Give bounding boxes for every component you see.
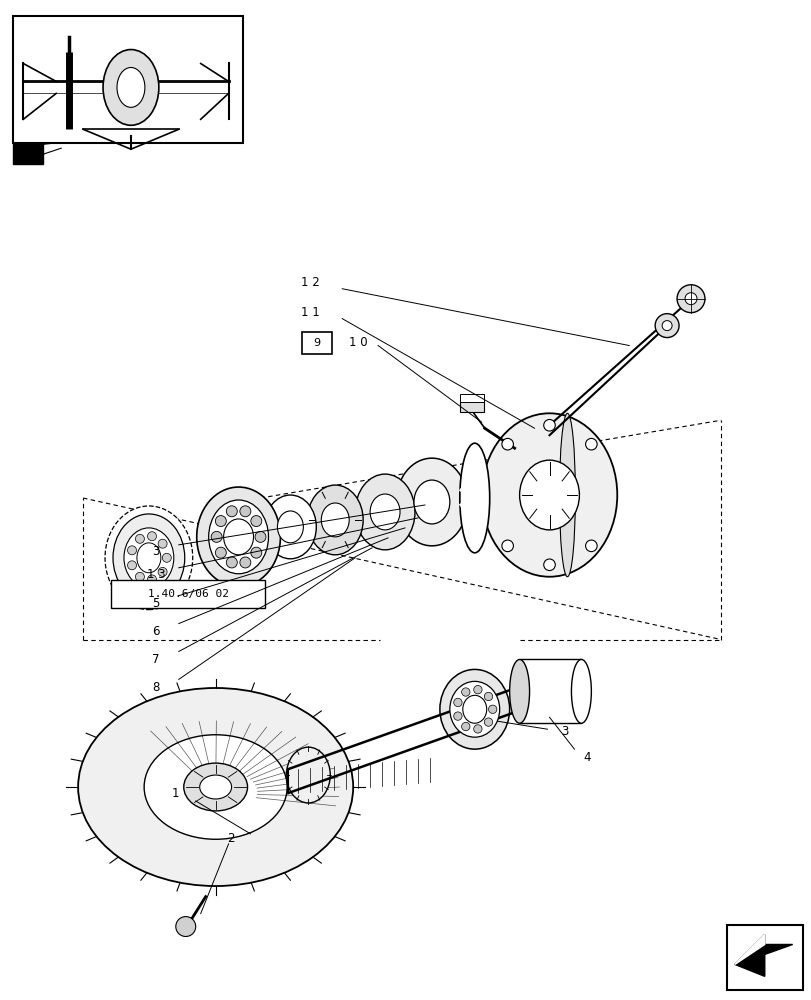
Circle shape [211,531,222,542]
Circle shape [135,534,144,543]
Ellipse shape [196,487,280,587]
Circle shape [473,685,482,694]
Circle shape [543,419,555,431]
Ellipse shape [137,543,161,573]
Polygon shape [734,935,792,976]
Circle shape [501,438,513,450]
Ellipse shape [277,511,303,543]
Text: 3: 3 [152,545,159,558]
Ellipse shape [103,50,159,125]
Bar [459,394,483,402]
Circle shape [684,293,696,305]
Ellipse shape [462,695,486,723]
Bar [726,925,801,990]
Circle shape [148,575,157,584]
Ellipse shape [519,460,579,530]
Ellipse shape [396,458,467,546]
Text: 3: 3 [560,725,568,738]
Text: 6: 6 [152,625,160,638]
Text: 2: 2 [226,832,234,845]
Circle shape [473,725,482,733]
Circle shape [127,546,136,555]
Ellipse shape [105,506,192,610]
Ellipse shape [286,747,330,803]
Circle shape [543,559,555,571]
Circle shape [158,567,167,576]
Text: 1.40.6/06 02: 1.40.6/06 02 [148,589,229,599]
Circle shape [215,516,226,527]
Text: 8: 8 [152,681,159,694]
Ellipse shape [571,659,590,723]
Ellipse shape [200,775,231,799]
Circle shape [488,705,496,713]
Circle shape [226,557,237,568]
Circle shape [255,531,266,542]
Circle shape [175,917,195,937]
Circle shape [158,539,167,548]
Ellipse shape [117,67,144,107]
Circle shape [162,553,171,562]
Circle shape [215,547,226,558]
Circle shape [148,532,157,541]
Text: 4: 4 [583,751,590,764]
Ellipse shape [78,688,353,886]
Circle shape [654,314,678,338]
Circle shape [676,285,704,313]
Ellipse shape [559,413,575,577]
Ellipse shape [144,735,287,839]
Ellipse shape [307,485,363,555]
Circle shape [453,698,461,707]
Bar [519,659,581,723]
Ellipse shape [354,474,414,550]
Text: 1 3: 1 3 [146,568,165,581]
Circle shape [483,718,492,726]
Circle shape [239,506,251,517]
Polygon shape [734,935,764,964]
Text: 1 2: 1 2 [301,276,320,289]
Ellipse shape [223,519,253,555]
Ellipse shape [509,659,529,723]
Circle shape [135,572,144,581]
Circle shape [585,540,596,552]
Circle shape [251,547,261,558]
Ellipse shape [264,495,316,559]
Circle shape [585,438,596,450]
Circle shape [461,688,470,696]
Bar [459,400,483,412]
Text: 5: 5 [152,597,159,610]
Ellipse shape [113,514,185,602]
Ellipse shape [481,413,616,577]
Text: 9: 9 [313,338,320,348]
Ellipse shape [321,503,349,537]
Text: 7: 7 [152,653,160,666]
Ellipse shape [459,443,489,553]
Circle shape [226,506,237,517]
Circle shape [483,692,492,701]
Ellipse shape [124,528,174,588]
Ellipse shape [183,763,247,811]
Circle shape [251,516,261,527]
Ellipse shape [208,500,268,574]
Ellipse shape [440,669,509,749]
Ellipse shape [370,494,400,530]
Bar [302,332,332,354]
Circle shape [501,540,513,552]
Text: 1 0: 1 0 [349,336,367,349]
Bar [13,16,242,143]
Circle shape [661,321,672,331]
Circle shape [239,557,251,568]
Circle shape [127,561,136,570]
Circle shape [461,722,470,731]
Bar [111,580,265,608]
Text: 1 1: 1 1 [301,306,320,319]
Ellipse shape [449,681,499,737]
Text: 1: 1 [172,787,179,800]
Circle shape [453,712,461,720]
Bar [13,144,43,164]
Ellipse shape [414,480,449,524]
